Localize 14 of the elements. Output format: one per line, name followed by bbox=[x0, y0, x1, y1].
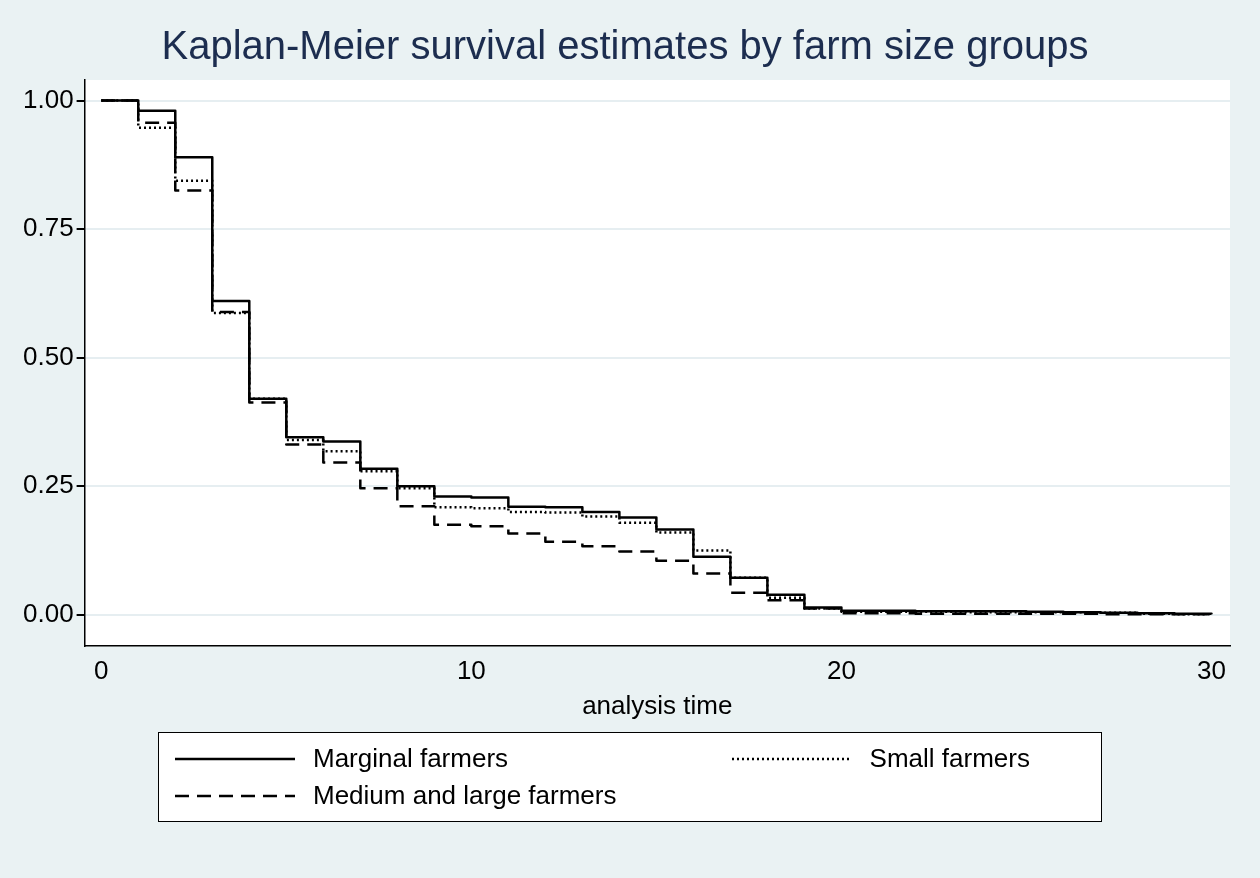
y-tick-label: 0.00 bbox=[22, 597, 74, 628]
y-tick-label: 1.00 bbox=[22, 83, 74, 114]
legend-label: Marginal farmers bbox=[313, 743, 509, 774]
y-tick-label: 0.25 bbox=[22, 469, 74, 500]
x-tick-label: 10 bbox=[456, 655, 486, 686]
y-tick-label: 0.75 bbox=[22, 212, 74, 243]
y-tick-label: 0.50 bbox=[22, 340, 74, 371]
x-tick-label: 20 bbox=[826, 655, 856, 686]
x-tick-label: 30 bbox=[1197, 655, 1226, 686]
x-axis-title: analysis time bbox=[582, 689, 733, 720]
chart-title: Kaplan-Meier survival estimates by farm size groups bbox=[161, 23, 1089, 68]
legend-label: Small farmers bbox=[869, 743, 1030, 774]
x-tick-label: 0 bbox=[94, 655, 109, 686]
legend-label: Medium and large farmers bbox=[313, 780, 617, 811]
